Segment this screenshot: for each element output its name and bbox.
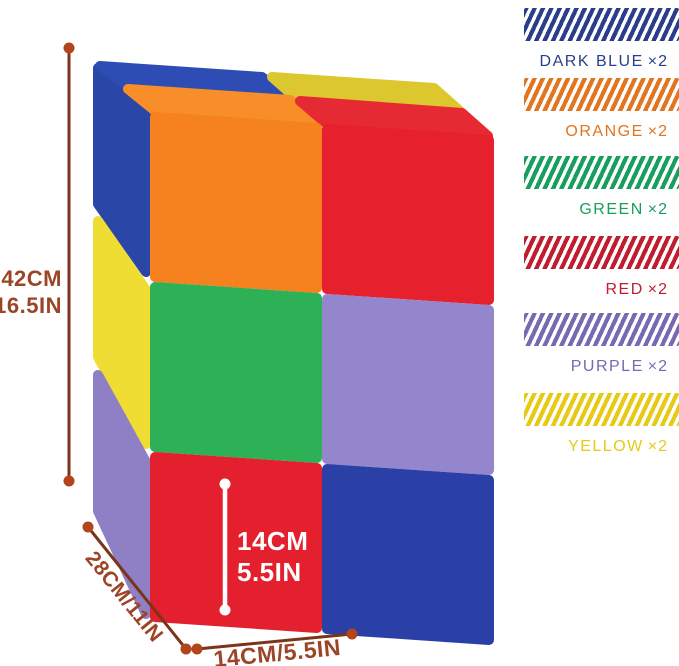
block-face-left-yellow xyxy=(93,216,151,449)
block-width-line xyxy=(195,632,354,651)
legend-label: GREEN ×2 xyxy=(524,201,679,219)
green-stripe-swatch xyxy=(524,156,679,189)
legend-entry-purple: PURPLE ×2 xyxy=(524,313,679,376)
dimension-block-width: 14CM/5.5IN xyxy=(191,628,358,666)
legend-label: ORANGE ×2 xyxy=(524,123,679,141)
legend-color-name: YELLOW xyxy=(568,438,644,455)
block-face-front-red-bottom xyxy=(150,452,322,633)
block-face-front-green xyxy=(150,282,322,463)
block-face-front-purple xyxy=(322,294,494,475)
legend-count: ×2 xyxy=(647,53,668,70)
legend-color-name: ORANGE xyxy=(565,123,644,140)
legend-entry-green: GREEN ×2 xyxy=(524,156,679,219)
legend-color-name: GREEN xyxy=(579,201,644,218)
block-face-left-purple xyxy=(93,370,151,619)
block-height-dot-bottom xyxy=(219,604,231,616)
legend-color-name: RED xyxy=(605,281,644,298)
legend-label: DARK BLUE ×2 xyxy=(524,53,679,71)
block-width-label: 14CM/5.5IN xyxy=(212,634,342,666)
height-in-label: 16.5IN xyxy=(0,293,62,318)
depth-dimension-line xyxy=(86,525,188,651)
block-width-dot-right xyxy=(346,628,358,640)
legend-count: ×2 xyxy=(647,438,668,455)
block-height-cm-label: 14CM xyxy=(237,526,308,556)
legend-label: PURPLE ×2 xyxy=(524,358,679,376)
legend-color-name: DARK BLUE xyxy=(539,53,644,70)
block-stack xyxy=(93,61,494,645)
block-height-in-label: 5.5IN xyxy=(237,557,302,587)
height-dimension-dot-bottom xyxy=(63,475,75,487)
height-dimension-dot-top xyxy=(63,42,75,54)
legend-entry-dark-blue: DARK BLUE ×2 xyxy=(524,8,679,71)
orange-stripe-swatch xyxy=(524,78,679,111)
legend-count: ×2 xyxy=(647,281,668,298)
block-face-front-red xyxy=(322,124,494,305)
block-width-dot-left xyxy=(191,643,203,655)
legend-entry-orange: ORANGE ×2 xyxy=(524,78,679,141)
legend-entry-red: RED ×2 xyxy=(524,236,679,299)
legend-label: YELLOW ×2 xyxy=(524,438,679,456)
dark-blue-stripe-swatch xyxy=(524,8,679,41)
legend-label: RED ×2 xyxy=(524,281,679,299)
red-stripe-swatch xyxy=(524,236,679,269)
color-legend: DARK BLUE ×2 ORANGE ×2 GREEN ×2 RED ×2 PURPL… xyxy=(524,0,679,666)
legend-entry-yellow: YELLOW ×2 xyxy=(524,393,679,456)
depth-dimension-dot-top xyxy=(82,521,94,533)
block-face-top-orange xyxy=(123,84,321,126)
height-cm-label: 42CM xyxy=(1,266,62,291)
legend-count: ×2 xyxy=(647,358,668,375)
dimension-block-height: 14CM 5.5IN xyxy=(219,478,308,616)
dimension-total-height: 42CM 16.5IN xyxy=(0,42,75,487)
block-face-front-orange xyxy=(150,112,322,293)
legend-color-name: PURPLE xyxy=(570,358,644,375)
block-height-dot-top xyxy=(219,478,231,490)
block-face-left-blue xyxy=(93,63,151,277)
purple-stripe-swatch xyxy=(524,313,679,346)
legend-count: ×2 xyxy=(647,201,668,218)
depth-dimension-dot-bottom xyxy=(180,643,192,655)
yellow-stripe-swatch xyxy=(524,393,679,426)
block-face-front-blue-bottom xyxy=(322,464,494,645)
legend-count: ×2 xyxy=(647,123,668,140)
